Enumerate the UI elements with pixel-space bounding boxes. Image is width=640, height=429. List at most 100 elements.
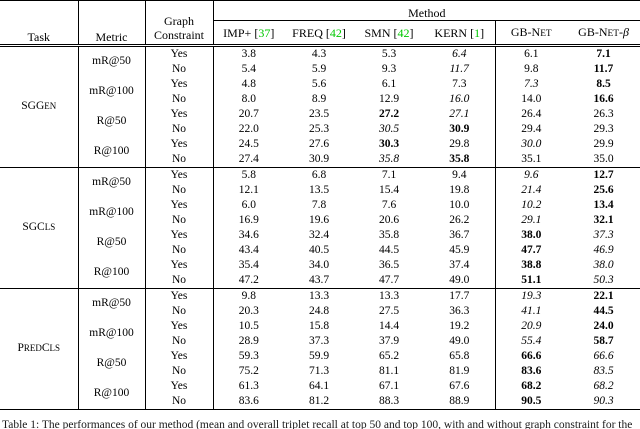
- method-header-imp-: IMP+ [37]: [223, 25, 275, 40]
- method-name: KERN: [434, 25, 468, 40]
- value-cell: 12.1: [238, 183, 259, 196]
- metric-label: mR@50: [78, 45, 146, 77]
- table-row: R@50 Yes 20.7 23.5 27.2 27.1 26.4 26.3: [0, 107, 640, 137]
- value-cell: 9.8: [494, 62, 567, 77]
- value-cell: 83.5: [593, 364, 614, 377]
- value-cell: 35.1: [494, 152, 567, 168]
- table-row: No 20.3 24.8 27.5 36.3 41.1 44.5: [0, 304, 640, 319]
- value-cell: 68.2: [593, 379, 614, 392]
- table-row: No 16.9 19.6 20.6 26.2 29.1 32.1: [0, 213, 640, 228]
- task-label-sggen: SGGEN: [0, 45, 79, 168]
- value-cell: 88.9: [449, 394, 470, 407]
- metric-label: R@100: [78, 379, 146, 410]
- value-cell: 6.0: [241, 198, 256, 211]
- value-cell: 8.0: [241, 92, 256, 105]
- value-cell: 27.2: [378, 107, 400, 120]
- value-cell: 66.6: [593, 349, 614, 362]
- value-cell: 20.9: [494, 319, 567, 334]
- value-cell: 8.9: [311, 92, 327, 105]
- value-cell: 5.8: [241, 168, 256, 181]
- value-cell: 10.2: [494, 198, 567, 213]
- graph-constraint-value: No: [145, 364, 214, 379]
- table-header: Task Metric Graph Constraint Method IMP+…: [0, 0, 640, 46]
- value-cell: 59.9: [308, 349, 330, 362]
- value-cell: 11.7: [593, 62, 614, 75]
- value-cell: 38.8: [494, 258, 567, 273]
- value-cell: 11.7: [449, 62, 469, 75]
- value-cell: 65.8: [449, 349, 470, 362]
- value-cell: 29.1: [494, 213, 567, 228]
- table-row: mR@100 Yes 6.0 7.8 7.6 10.0 10.2 13.4: [0, 198, 640, 228]
- value-cell: 6.4: [452, 47, 467, 60]
- value-cell: 27.6: [308, 137, 330, 150]
- value-cell: 14.0: [494, 92, 567, 107]
- value-cell: 19.3: [494, 288, 567, 304]
- value-cell: 4.8: [241, 77, 256, 90]
- citation-link[interactable]: 42: [329, 25, 342, 40]
- value-cell: 45.9: [449, 243, 470, 256]
- value-cell: 37.4: [449, 258, 470, 271]
- value-cell: 4.3: [311, 47, 327, 60]
- value-cell: 67.6: [449, 379, 470, 392]
- value-cell: 30.5: [378, 122, 400, 135]
- value-cell: 19.8: [449, 183, 470, 196]
- value-cell: 34.6: [238, 228, 259, 241]
- value-cell: 67.1: [378, 379, 400, 392]
- graph-constraint-line2: Constraint: [154, 28, 204, 43]
- table-row: No 43.4 40.5 44.5 45.9 47.7 46.9: [0, 243, 640, 258]
- value-cell: 7.3: [494, 77, 567, 92]
- graph-constraint-value: Yes: [145, 379, 214, 394]
- graph-constraint-value: No: [145, 62, 214, 77]
- value-cell: 49.0: [449, 334, 470, 347]
- value-cell: 10.5: [238, 319, 259, 332]
- value-cell: 36.3: [449, 304, 470, 317]
- value-cell: 30.9: [308, 152, 330, 165]
- method-header-row: IMP+ [37] FREQ [42] SMN [42] KERN [1] GB-NET…: [0, 20, 640, 46]
- table-row: No 75.2 71.3 81.1 81.9 83.6 83.5: [0, 364, 640, 379]
- value-cell: 50.3: [593, 273, 614, 286]
- method-header-gb-net-: GB-NET-β: [567, 21, 640, 46]
- value-cell: 23.5: [308, 107, 330, 120]
- value-cell: 7.1: [381, 168, 397, 181]
- value-cell: 6.1: [381, 77, 397, 90]
- value-cell: 9.3: [381, 62, 397, 75]
- value-cell: 12.9: [378, 92, 400, 105]
- value-cell: 27.1: [449, 107, 470, 120]
- value-cell: 6.8: [311, 168, 327, 181]
- value-cell: 5.6: [311, 77, 327, 90]
- citation-link[interactable]: 1: [474, 25, 481, 40]
- citation-link[interactable]: 37: [258, 25, 271, 40]
- value-cell: 49.0: [449, 273, 470, 286]
- value-cell: 83.6: [494, 364, 567, 379]
- task-label-sgcls: SGCLS: [0, 167, 79, 289]
- value-cell: 21.4: [494, 183, 567, 198]
- value-cell: 30.0: [494, 137, 567, 152]
- column-header-method-group: Method: [213, 0, 640, 21]
- value-cell: 13.4: [593, 198, 614, 211]
- method-name: GB-NET-β: [578, 24, 629, 39]
- graph-constraint-value: No: [145, 304, 214, 319]
- value-cell: 16.6: [593, 92, 614, 105]
- graph-constraint-value: Yes: [145, 77, 214, 92]
- value-cell: 19.2: [449, 319, 470, 332]
- value-cell: 25.6: [593, 183, 614, 196]
- value-cell: 37.9: [378, 334, 400, 347]
- table-row: No 22.0 25.3 30.5 30.9 29.4 29.3: [0, 122, 640, 137]
- value-cell: 61.3: [238, 379, 259, 392]
- table-row: No 27.4 30.9 35.8 35.8 35.1 35.0: [0, 152, 640, 168]
- graph-constraint-value: No: [145, 213, 214, 228]
- table-row: No 12.1 13.5 15.4 19.8 21.4 25.6: [0, 183, 640, 198]
- graph-constraint-value: No: [145, 92, 214, 107]
- citation-link[interactable]: 42: [397, 25, 410, 40]
- metric-label: mR@100: [78, 198, 146, 228]
- method-header-gb-net: GB-NET: [494, 20, 567, 46]
- value-cell: 34.0: [308, 258, 330, 271]
- method-name: GB-NET: [510, 24, 552, 39]
- graph-constraint-value: No: [145, 122, 214, 137]
- value-cell: 20.3: [238, 304, 259, 317]
- value-cell: 24.5: [238, 137, 259, 150]
- value-cell: 30.9: [449, 122, 470, 135]
- value-cell: 75.2: [238, 364, 259, 377]
- value-cell: 40.5: [308, 243, 330, 256]
- value-cell: 71.3: [308, 364, 330, 377]
